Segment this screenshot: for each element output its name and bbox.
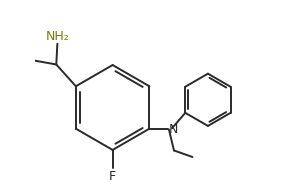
Text: NH₂: NH₂: [45, 30, 69, 43]
Text: N: N: [169, 123, 178, 136]
Text: F: F: [109, 170, 116, 183]
